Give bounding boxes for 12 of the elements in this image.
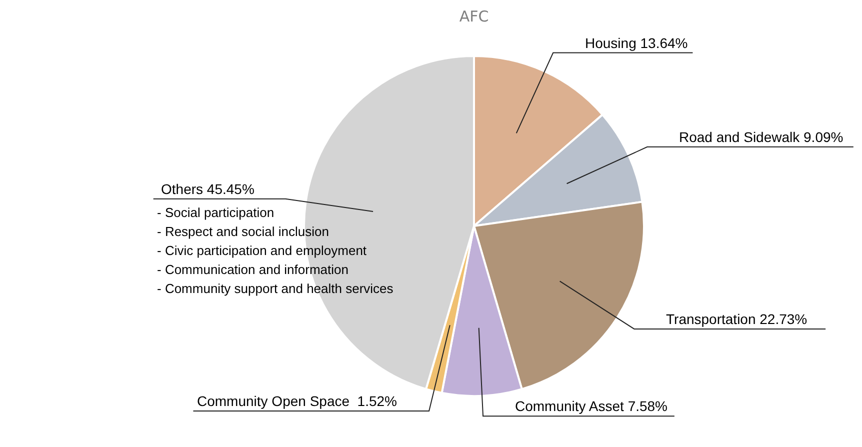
slice-label: Community Open Space 1.52% [197,393,397,409]
chart-title: AFC [459,8,489,26]
slice-label: Others 45.45% [161,181,254,197]
text: - Social participation [157,205,274,220]
text: - Community support and health services [157,281,394,296]
text: - Respect and social inclusion [157,224,329,239]
text: - Civic participation and employment [157,243,367,258]
slice-label: Transportation 22.73% [666,311,808,327]
slice-label: Road and Sidewalk 9.09% [679,129,844,145]
slice-label: Housing 13.64% [585,35,688,51]
text: - Communication and information [157,262,348,277]
slice-label: Community Asset 7.58% [515,398,668,414]
